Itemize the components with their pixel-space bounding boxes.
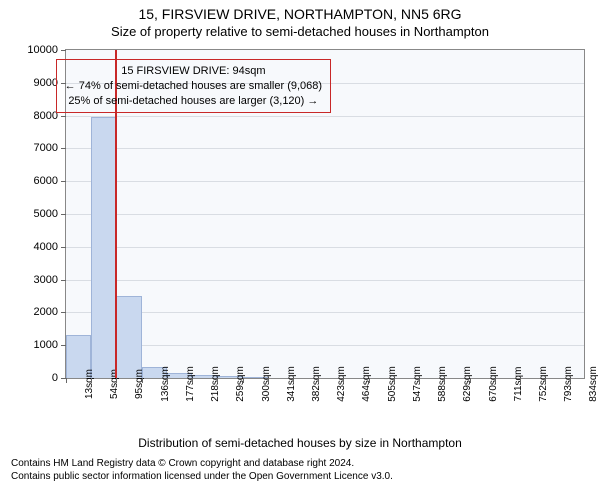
- annotation-line: 15 FIRSVIEW DRIVE: 94sqm: [65, 64, 322, 79]
- plot-area: 0100020003000400050006000700080009000100…: [65, 49, 585, 379]
- y-tick: [61, 312, 66, 313]
- annotation-box: 15 FIRSVIEW DRIVE: 94sqm← 74% of semi-de…: [56, 59, 331, 114]
- footer-line-1: Contains HM Land Registry data © Crown c…: [11, 458, 591, 471]
- gridline: [66, 345, 584, 346]
- y-tick-label: 0: [52, 372, 58, 384]
- gridline: [66, 312, 584, 313]
- histogram-bar: [116, 296, 141, 378]
- annotation-line: ← 74% of semi-detached houses are smalle…: [65, 79, 322, 94]
- y-tick-label: 2000: [34, 306, 58, 318]
- histogram-bar: [91, 117, 116, 378]
- y-tick-label: 6000: [34, 175, 58, 187]
- gridline: [66, 116, 584, 117]
- y-tick: [61, 181, 66, 182]
- y-tick-label: 5000: [34, 208, 58, 220]
- x-tick-label: 629sqm: [444, 366, 473, 402]
- y-tick-label: 10000: [27, 44, 58, 56]
- gridline: [66, 148, 584, 149]
- y-tick-label: 8000: [34, 110, 58, 122]
- gridline: [66, 247, 584, 248]
- x-tick-label: 834sqm: [570, 366, 599, 402]
- gridline: [66, 181, 584, 182]
- annotation-line: 25% of semi-detached houses are larger (…: [65, 94, 322, 109]
- x-axis-label: Distribution of semi-detached houses by …: [0, 436, 600, 450]
- y-tick-label: 4000: [34, 241, 58, 253]
- footer-line-2: Contains public sector information licen…: [11, 471, 591, 484]
- chart-container: Number of semi-detached properties 01000…: [0, 39, 600, 434]
- title-subtitle: Size of property relative to semi-detach…: [0, 24, 600, 39]
- title-address: 15, FIRSVIEW DRIVE, NORTHAMPTON, NN5 6RG: [0, 6, 600, 22]
- y-tick-label: 3000: [34, 274, 58, 286]
- gridline: [66, 214, 584, 215]
- y-tick: [61, 247, 66, 248]
- y-tick: [61, 148, 66, 149]
- y-tick: [61, 280, 66, 281]
- y-tick: [61, 214, 66, 215]
- y-tick-label: 7000: [34, 142, 58, 154]
- y-tick: [61, 50, 66, 51]
- y-tick: [61, 116, 66, 117]
- x-tick-label: 259sqm: [217, 366, 246, 402]
- y-tick-label: 1000: [34, 339, 58, 351]
- y-tick-label: 9000: [34, 77, 58, 89]
- attribution-footer: Contains HM Land Registry data © Crown c…: [3, 458, 597, 489]
- gridline: [66, 280, 584, 281]
